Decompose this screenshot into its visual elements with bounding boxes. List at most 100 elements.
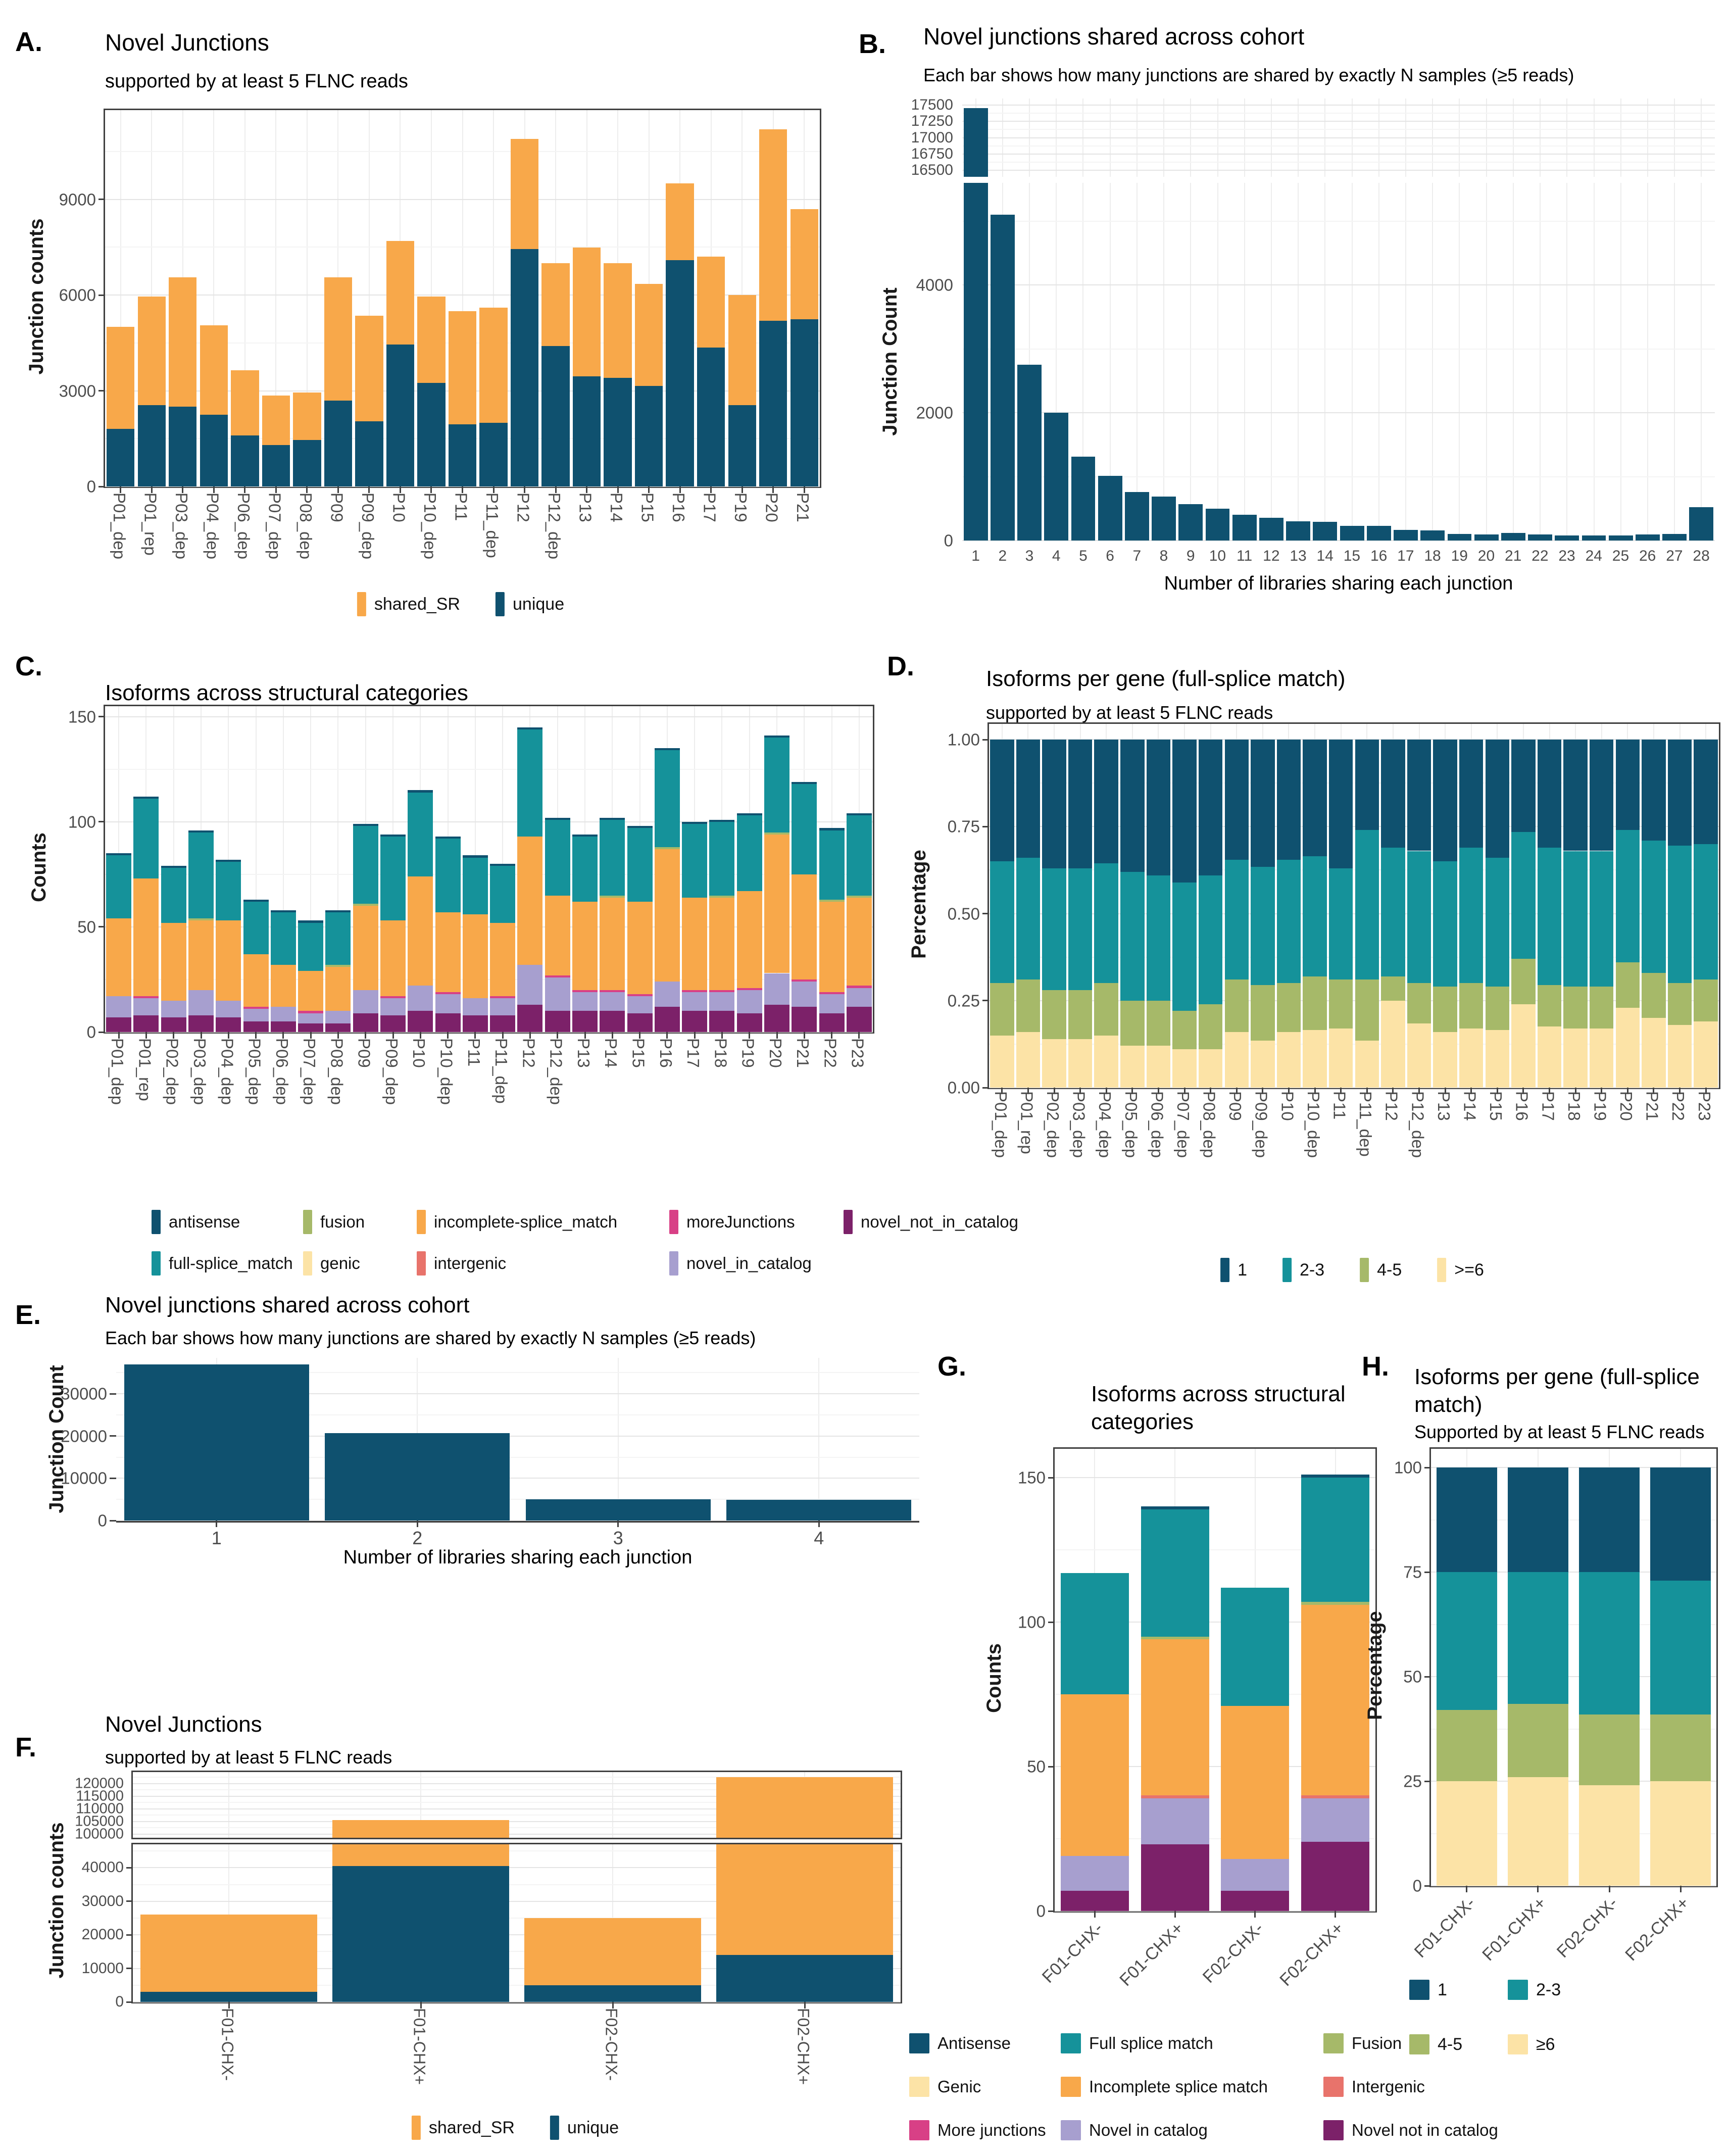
x-tick-label: P10_dep: [1300, 1091, 1326, 1215]
gridline-vertical: [1566, 183, 1568, 541]
bar-segment-novel-in-catalog: [243, 1009, 269, 1022]
x-tick-label-text: P09: [327, 493, 347, 522]
gridline-minor: [105, 768, 873, 770]
gridline-major: [1431, 1885, 1716, 1886]
gridline-vertical: [1270, 183, 1272, 541]
legend-label: 1: [1438, 1980, 1447, 1999]
x-tick-label: P17: [694, 493, 725, 601]
gridline-major: [989, 1000, 1719, 1001]
x-tick-mark: [365, 1032, 367, 1039]
bar-segment-1: [1224, 740, 1249, 860]
bar-segment-incomplete-splice-match: [462, 914, 488, 999]
bar-segment-incomplete-splice-match: [682, 897, 708, 990]
x-tick-label-text: P02_dep: [1043, 1091, 1062, 1158]
bar-segment-incomplete-splice-match: [736, 891, 762, 988]
gridline-minor: [133, 1884, 901, 1885]
legend-item-fusion: Fusion: [1323, 2033, 1498, 2053]
bar-segment--6: [1251, 1041, 1275, 1088]
bar-segment-junctions: [1662, 533, 1687, 541]
bar-segment-shared-sr: [169, 277, 197, 407]
x-tick-label-text: P14: [1460, 1091, 1479, 1121]
bar-segment-unique: [541, 346, 570, 486]
bar-segment-shared-sr: [137, 297, 166, 406]
bar-segment-2-3: [1579, 1572, 1640, 1714]
x-tick-mark: [200, 1032, 202, 1039]
x-tick-mark: [474, 1032, 476, 1039]
x-tick-label: P04_dep: [197, 493, 228, 601]
x-tick-label: P15: [624, 1038, 652, 1162]
bar-segment-novel-not-in-catalog: [106, 1017, 132, 1032]
x-tick-label: P03_dep: [1066, 1091, 1092, 1215]
gridline-minor: [116, 1499, 919, 1500]
bar-segment-4-5: [1433, 987, 1457, 1032]
bar-segment-unique: [231, 435, 259, 486]
x-tick-label: P10_dep: [414, 493, 446, 601]
legend-item-2-3: 2-3: [1508, 1980, 1606, 2000]
bar-segment-junctions: [1152, 496, 1176, 541]
gridline-major: [133, 1900, 901, 1902]
x-tick-mark: [1679, 1088, 1681, 1094]
x-tick-label: P10: [383, 493, 415, 601]
bar-segment--6: [1590, 1028, 1614, 1088]
bar-segment-4-5: [1485, 987, 1510, 1031]
x-tick-label-text: 14: [1316, 548, 1333, 564]
bar-segment-4-5: [1563, 987, 1588, 1028]
gridline-major: [133, 1934, 901, 1936]
bar-segment-4-5: [1355, 979, 1379, 1041]
bar-segment-novel-in-catalog: [654, 982, 680, 1007]
bar-segment-shared-sr: [728, 295, 756, 406]
x-tick-label: P12_dep: [1405, 1091, 1431, 1215]
bar-segment-1: [1485, 740, 1510, 858]
y-tick-mark: [1048, 1766, 1055, 1768]
bar-segment-1: [1694, 740, 1718, 844]
bar-segment--6: [1198, 1049, 1223, 1088]
panel-f-subtitle: supported by at least 5 FLNC reads: [105, 1747, 392, 1768]
x-tick-label: P16: [663, 493, 694, 601]
x-tick-label-text: P08_dep: [1200, 1091, 1219, 1158]
x-tick-label: P10_dep: [432, 1038, 460, 1162]
bar-segment-4-5: [1579, 1714, 1640, 1786]
legend-item-unique: unique: [550, 2116, 619, 2140]
gridline-vertical: [1351, 183, 1353, 541]
x-tick-label-text: 21: [1504, 548, 1522, 564]
x-tick-label: 25: [1607, 548, 1634, 570]
x-tick-label-text: P16: [669, 493, 688, 522]
legend-label: Intergenic: [1352, 2077, 1425, 2096]
x-tick-label: P17: [679, 1038, 707, 1162]
bar-segment--6: [1355, 1041, 1379, 1088]
x-tick-mark: [1705, 1088, 1707, 1094]
bar-segment-antisense: [846, 813, 872, 816]
legend-label: unique: [567, 2118, 619, 2137]
x-tick-mark: [1549, 1088, 1551, 1094]
bar-segment-2-3: [1224, 859, 1249, 980]
y-tick-mark: [98, 926, 105, 928]
bar-segment-novel-in-catalog: [106, 996, 132, 1017]
gridline-vertical: [1459, 183, 1460, 541]
bar-segment-2-3: [1590, 851, 1614, 987]
x-tick-mark: [858, 1032, 860, 1039]
x-tick-label: 3: [1016, 548, 1043, 570]
x-tick-label: F01-CHX-: [131, 2008, 323, 2106]
bar-segment-junctions: [1366, 525, 1391, 541]
x-tick-label-text: P02_dep: [163, 1038, 182, 1105]
legend-swatch: [1508, 2034, 1528, 2054]
bar-segment-shared-sr: [200, 325, 228, 415]
bar-segment-novel-in-catalog: [161, 1000, 186, 1017]
x-tick-mark: [310, 1032, 312, 1039]
x-tick-label: P14: [597, 1038, 624, 1162]
gridline-minor: [1431, 1833, 1716, 1834]
bar-segment-2-3: [1303, 856, 1327, 976]
x-tick-label-text: P17: [1539, 1091, 1558, 1121]
x-tick-label-text: P09_dep: [1252, 1091, 1271, 1158]
gridline-major: [1431, 1467, 1716, 1468]
legend-item-full-splice-match: full-splice_match: [152, 1251, 303, 1276]
legend-label: Incomplete splice match: [1089, 2077, 1268, 2096]
bar-segment-novel-not-in-catalog: [709, 1011, 735, 1032]
x-tick-label: P07_dep: [259, 493, 290, 601]
x-tick-label-text: P15: [629, 1038, 648, 1068]
gridline-major: [962, 170, 1715, 171]
panel-a-legend: shared_SR unique: [357, 592, 564, 616]
x-tick-mark: [1157, 1088, 1159, 1094]
y-tick-label: 150: [1017, 1468, 1046, 1487]
bar-segment--6: [1328, 1028, 1353, 1088]
